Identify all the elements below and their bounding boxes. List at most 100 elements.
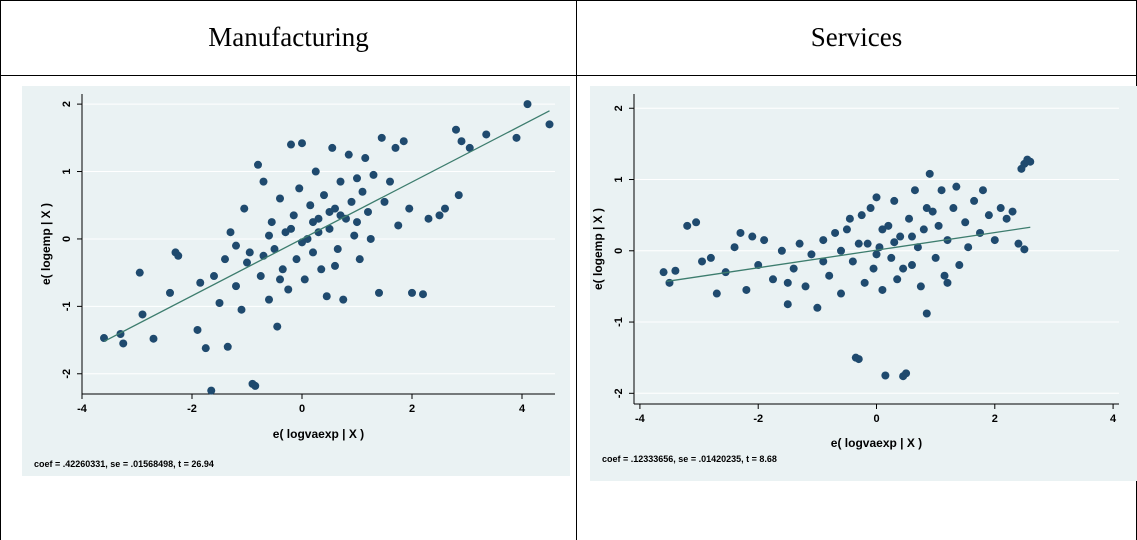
data-point [361, 154, 370, 163]
data-point [394, 221, 403, 230]
data-point [369, 170, 378, 179]
data-point [831, 228, 840, 237]
data-point [210, 272, 218, 281]
data-point [777, 246, 786, 255]
data-point [196, 278, 205, 287]
data-point [907, 232, 916, 241]
data-point [1026, 157, 1035, 166]
data-point [424, 214, 433, 223]
data-point [813, 303, 822, 312]
data-point [1008, 207, 1017, 216]
data-point [135, 268, 144, 277]
regression-note: coef = .12333656, se = .01420235, t = 8.… [602, 454, 777, 464]
data-point [683, 221, 692, 230]
data-point [961, 218, 970, 227]
y-tick-label: 0 [61, 236, 73, 242]
data-point [545, 120, 554, 129]
data-point [350, 231, 359, 240]
data-point [848, 257, 857, 266]
data-point [419, 290, 427, 299]
data-point [996, 204, 1005, 213]
data-point [322, 292, 331, 301]
header-divider [0, 75, 1137, 76]
data-point [149, 334, 158, 343]
data-point [276, 275, 284, 284]
y-axis-title: e( logemp | X ) [39, 203, 53, 285]
data-point [937, 186, 946, 195]
data-point [730, 243, 739, 252]
data-point [441, 204, 449, 213]
data-point [193, 325, 202, 334]
data-point [863, 239, 872, 248]
data-point [317, 265, 326, 274]
data-point [949, 204, 958, 213]
data-point [292, 255, 301, 264]
data-point [955, 261, 964, 270]
data-point [919, 225, 928, 234]
data-point [256, 272, 265, 281]
data-point [940, 271, 949, 280]
data-point [872, 250, 881, 259]
data-point [736, 228, 745, 237]
data-point [902, 369, 911, 378]
data-point [355, 255, 364, 264]
data-point [860, 278, 869, 287]
data-point [391, 143, 400, 152]
y-tick-label: 1 [613, 176, 625, 182]
data-point [922, 204, 931, 213]
data-point [287, 224, 295, 233]
data-point [119, 339, 128, 348]
data-point [245, 248, 254, 257]
data-point [878, 285, 887, 294]
x-axis-title: e( logvaexp | X ) [831, 436, 922, 450]
data-point [916, 282, 925, 291]
data-point [138, 310, 147, 319]
data-point [801, 282, 810, 291]
data-point [789, 264, 798, 273]
data-point [215, 298, 224, 307]
data-point [309, 248, 317, 257]
data-point [364, 207, 372, 216]
data-point [512, 133, 521, 142]
data-point [890, 196, 899, 205]
x-tick-label: 4 [1110, 413, 1117, 425]
data-point [523, 100, 532, 109]
data-point [742, 285, 751, 294]
data-point [353, 218, 361, 227]
data-point [482, 130, 491, 139]
data-point [698, 257, 707, 266]
data-point [380, 197, 389, 206]
data-point [237, 305, 246, 314]
fitted-line [666, 226, 1031, 283]
data-point [913, 243, 922, 252]
x-tick-label: 2 [992, 413, 998, 425]
x-tick-label: 2 [409, 403, 415, 415]
data-point [207, 386, 216, 395]
x-tick-label: -4 [77, 403, 88, 415]
data-point [300, 275, 309, 284]
data-point [353, 174, 361, 183]
data-point [922, 309, 931, 318]
x-tick-label: -4 [635, 413, 646, 425]
manufacturing-plot-panel: -2 -1 0 1 2 -4 -2 0 2 4 e( logvaexp | X ) e( logemp… [22, 86, 570, 476]
services-scatter-plot: -2 -1 0 1 2 -4 -2 0 2 4 e( logvaexp | X ) e( logemp… [591, 94, 1119, 464]
data-point [289, 211, 298, 220]
data-point [783, 300, 792, 309]
data-point [659, 268, 668, 277]
data-point [273, 322, 282, 331]
y-tick-label: -2 [61, 369, 73, 379]
data-point [254, 160, 262, 169]
data-point [899, 264, 908, 273]
data-point [344, 150, 353, 159]
data-point [333, 245, 342, 254]
y-tick-label: 0 [613, 248, 625, 254]
data-point [405, 204, 414, 213]
plot-area [82, 94, 555, 394]
data-point [854, 239, 863, 248]
data-point [978, 186, 987, 195]
data-point [910, 186, 919, 195]
data-point [278, 265, 287, 274]
data-point [314, 228, 323, 237]
data-point [934, 221, 943, 230]
data-point [267, 218, 276, 227]
